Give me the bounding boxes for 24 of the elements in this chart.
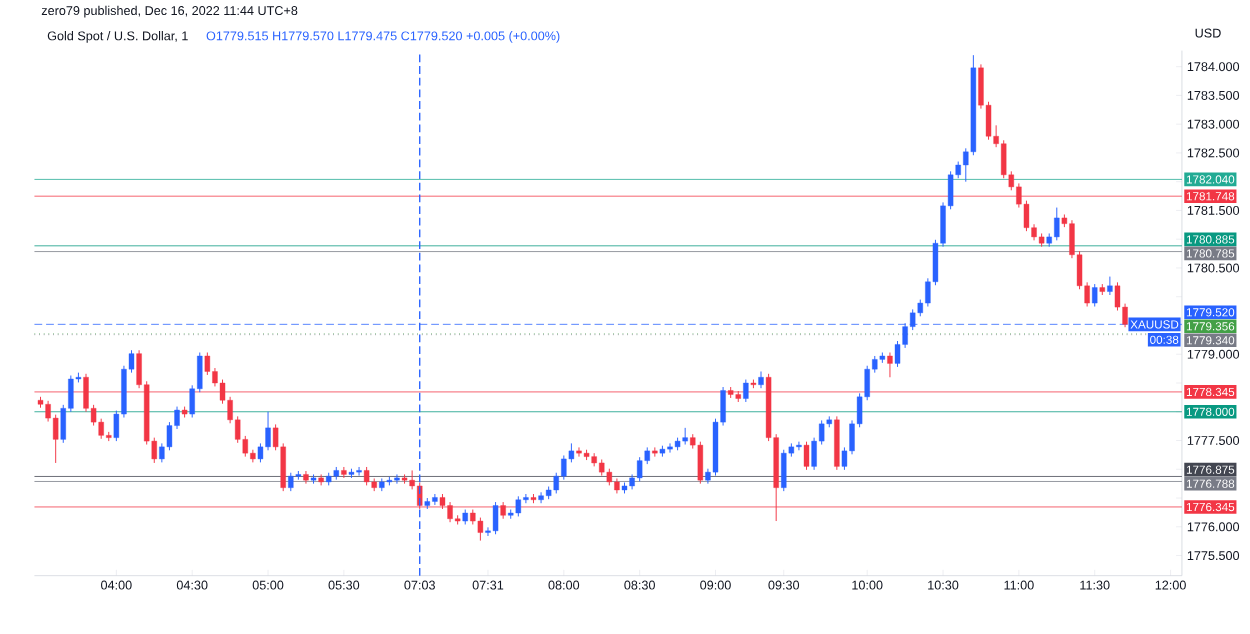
candlestick: [743, 379, 749, 403]
candlestick: [341, 466, 347, 479]
candlestick: [697, 441, 704, 485]
candlestick: [477, 517, 484, 542]
candlestick: [667, 442, 673, 454]
candlestick: [432, 493, 438, 506]
candlestick: [1054, 207, 1060, 241]
candlestick: [538, 491, 544, 504]
candlestick: [492, 501, 499, 535]
candlestick: [1107, 276, 1113, 296]
candlestick: [803, 441, 810, 471]
candlestick: [781, 449, 787, 492]
candlestick: [636, 456, 643, 482]
candlestick: [318, 473, 324, 486]
candlestick: [363, 466, 370, 486]
candlestick: [576, 446, 582, 458]
candlestick: [758, 371, 764, 389]
candlestick: [303, 470, 309, 485]
candlestick: [515, 495, 522, 517]
candlestick: [1092, 283, 1098, 307]
candlestick: [288, 472, 294, 492]
candlestick: [394, 473, 400, 485]
candlestick: [834, 415, 840, 471]
candlestick: [887, 352, 893, 378]
